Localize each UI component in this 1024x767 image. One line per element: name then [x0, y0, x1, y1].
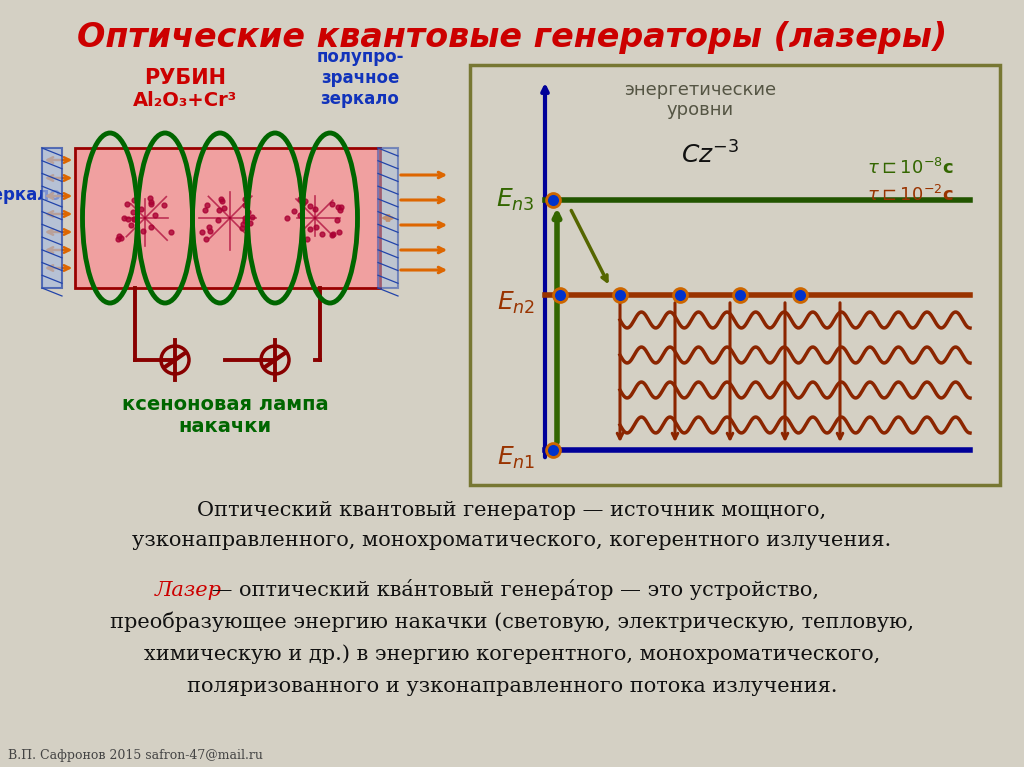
- Text: зеркало: зеркало: [0, 186, 61, 204]
- Text: Al₂O₃+Cr³: Al₂O₃+Cr³: [133, 91, 238, 110]
- Text: поляризованного и узконаправленного потока излучения.: поляризованного и узконаправленного пото…: [186, 676, 838, 696]
- Text: узконаправленного, монохроматического, когерентного излучения.: узконаправленного, монохроматического, к…: [132, 531, 892, 549]
- Text: В.П. Сафронов 2015 safron-47@mail.ru: В.П. Сафронов 2015 safron-47@mail.ru: [8, 749, 263, 762]
- Text: — оптический ква́нтовый генера́тор — это устройство,: — оптический ква́нтовый генера́тор — это…: [205, 580, 819, 601]
- Text: $\mathit{E}_{n1}$: $\mathit{E}_{n1}$: [497, 445, 535, 471]
- Text: $\mathit{E}_{n3}$: $\mathit{E}_{n3}$: [497, 187, 535, 213]
- Text: $\mathit{E}_{n2}$: $\mathit{E}_{n2}$: [497, 290, 535, 316]
- Text: ксеноновая лампа
накачки: ксеноновая лампа накачки: [122, 394, 329, 436]
- Text: РУБИН: РУБИН: [144, 68, 226, 88]
- Text: $\tau \sqsubset 10^{-8}$с: $\tau \sqsubset 10^{-8}$с: [866, 158, 953, 178]
- Text: Оптические квантовые генераторы (лазеры): Оптические квантовые генераторы (лазеры): [77, 21, 947, 54]
- Bar: [75, 148, 380, 288]
- Text: химическую и др.) в энергию когерентного, монохроматического,: химическую и др.) в энергию когерентного…: [144, 644, 880, 663]
- Bar: [42, 148, 62, 288]
- Text: Оптический квантовый генератор — источник мощного,: Оптический квантовый генератор — источни…: [198, 501, 826, 519]
- Text: Лазер: Лазер: [155, 581, 222, 600]
- Text: полупро-
зрачное
зеркало: полупро- зрачное зеркало: [316, 48, 403, 108]
- Text: энергетические
уровни: энергетические уровни: [624, 81, 776, 120]
- Text: $\tau \sqsubset 10^{-2}$с: $\tau \sqsubset 10^{-2}$с: [866, 185, 953, 205]
- Bar: [378, 148, 398, 288]
- Text: преобразующее энергию накачки (световую, электрическую, тепловую,: преобразующее энергию накачки (световую,…: [110, 612, 914, 632]
- Text: $\mathit{Cz}^{-3}$: $\mathit{Cz}^{-3}$: [681, 141, 739, 169]
- Bar: [470, 65, 1000, 485]
